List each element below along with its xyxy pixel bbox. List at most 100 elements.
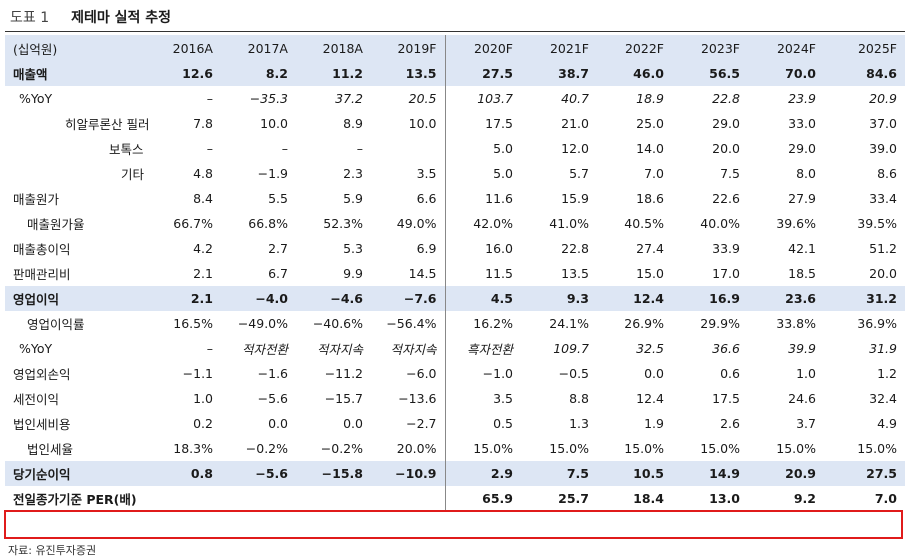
table-cell: 7.0 (644, 166, 664, 181)
table-cell: 5.9 (343, 191, 363, 206)
table-cell: −15.7 (324, 391, 363, 406)
table-cell: −2.7 (406, 416, 437, 431)
table-cell: 4.9 (877, 416, 897, 431)
table-cell: 1.9 (644, 416, 664, 431)
header-row: (십억원) 2016A 2017A 2018A 2019F 2020F 2021… (5, 35, 905, 61)
table-cell: 33.4 (869, 191, 897, 206)
table-cell: 11.2 (296, 61, 371, 86)
table-cell: 1.3 (569, 416, 589, 431)
table-cell: −7.6 (371, 286, 445, 311)
table-cell: 7.5 (720, 166, 740, 181)
table-cell: −5.6 (221, 461, 296, 486)
table-row: 보톡스 – – – 5.0 12.0 14.0 20.0 29.0 39.0 (5, 136, 905, 161)
table-cell: 16.0 (444, 236, 521, 261)
table-cell (221, 486, 296, 511)
table-cell: 46.0 (597, 61, 672, 86)
unit-label: (십억원) (5, 35, 148, 61)
table-cell: 15.0% (624, 441, 664, 456)
table-row: 전일종가기준 PER(배) 65.9 25.7 18.4 13.0 9.2 7.0 (5, 486, 905, 511)
row-label: 매출액 (5, 61, 148, 86)
table-cell: 22.8 (561, 241, 589, 256)
table-cell: 39.5% (857, 216, 897, 231)
row-label: 기타 (121, 167, 145, 182)
table-cell: −6.0 (406, 366, 437, 381)
table-cell: 20.5 (408, 91, 437, 106)
table-cell: 20.0% (396, 441, 437, 456)
earnings-table: (십억원) 2016A 2017A 2018A 2019F 2020F 2021… (5, 35, 905, 511)
table-cell: 18.3% (173, 441, 213, 456)
row-label: 법인세비용 (13, 417, 71, 432)
table-cell: 18.4 (633, 491, 664, 506)
table-cell: 15.0% (776, 441, 816, 456)
table-cell: 5.5 (268, 191, 288, 206)
table-cell: 12.0 (561, 141, 589, 156)
table-cell: 39.6% (776, 216, 816, 231)
table-cell: 11.5 (444, 261, 521, 286)
table-cell: 22.8 (712, 91, 740, 106)
table-cell: 18.9 (636, 91, 664, 106)
table-row: 영업이익 2.1 −4.0 −4.6 −7.6 4.5 9.3 12.4 16.9 23.6 31.… (5, 286, 905, 311)
table-row: 매출액 12.6 8.2 11.2 13.5 27.5 38.7 46.0 56.5 70.0 84… (5, 61, 905, 86)
table-cell: 29.0 (712, 116, 740, 131)
table-cell: −10.9 (371, 461, 445, 486)
table-cell: 1.0 (796, 366, 816, 381)
table-cell: −5.6 (257, 391, 288, 406)
table-cell: 40.7 (561, 91, 589, 106)
table-cell: 0.8 (148, 461, 221, 486)
table-cell: 103.7 (444, 86, 521, 111)
table-cell: 33.8% (776, 316, 816, 331)
table-cell: −35.3 (249, 91, 288, 106)
table-cell: 26.9% (624, 316, 664, 331)
table-cell: 10.0 (260, 116, 288, 131)
per-row-highlight (4, 510, 903, 539)
table-cell: 42.1 (788, 241, 816, 256)
table-cell: 15.0% (444, 436, 521, 461)
table-cell: 20.0 (712, 141, 740, 156)
table-cell: 33.0 (788, 116, 816, 131)
table-cell: −1.6 (257, 366, 288, 381)
table-cell: 20.9 (869, 91, 897, 106)
table-cell: 14.0 (636, 141, 664, 156)
table-cell: 0.0 (268, 416, 288, 431)
table-cell: 7.0 (874, 491, 897, 506)
table-row: 법인세비용 0.2 0.0 0.0 −2.7 0.5 1.3 1.9 2.6 3.7 4.9 (5, 411, 905, 436)
table-cell: 6.7 (268, 266, 288, 281)
table-cell: 16.2% (444, 311, 521, 336)
table-cell: 29.0 (788, 141, 816, 156)
table-row: 매출총이익 4.2 2.7 5.3 6.9 16.0 22.8 27.4 33.9 42.1 51.… (5, 236, 905, 261)
table-cell: 20.9 (748, 461, 824, 486)
row-label: %YoY (19, 91, 53, 106)
table-cell: 3.7 (796, 416, 816, 431)
table-cell: 32.4 (869, 391, 897, 406)
table-row: 매출원가 8.4 5.5 5.9 6.6 11.6 15.9 18.6 22.6 27.9 33.4 (5, 186, 905, 211)
table-cell: – (356, 141, 363, 156)
table-cell: 14.5 (408, 266, 437, 281)
table-cell: 7.5 (521, 461, 597, 486)
table-cell: −0.2% (245, 441, 288, 456)
table-cell (148, 486, 221, 511)
table-cell: 31.2 (824, 286, 905, 311)
table-cell: 4.2 (193, 241, 213, 256)
table-cell: – (206, 91, 213, 106)
table-cell: 25.0 (636, 116, 664, 131)
table-cell: 20.0 (869, 266, 897, 281)
table-cell: 12.4 (597, 286, 672, 311)
table-cell: 9.2 (793, 491, 816, 506)
table-cell: 9.3 (521, 286, 597, 311)
table-cell: 5.0 (444, 136, 521, 161)
table-cell: 12.4 (636, 391, 664, 406)
row-label: %YoY (19, 341, 53, 356)
table-cell: 6.6 (416, 191, 437, 206)
table-cell: 4.8 (193, 166, 213, 181)
table-cell: 16.9 (672, 286, 748, 311)
table-cell: 1.0 (193, 391, 213, 406)
table-cell: 9.9 (343, 266, 363, 281)
row-label: 매출총이익 (13, 242, 71, 257)
table-cell: 8.8 (569, 391, 589, 406)
row-label: 영업이익 (5, 286, 148, 311)
table-cell: 42.0% (444, 211, 521, 236)
table-cell: 6.9 (416, 241, 437, 256)
table-cell: – (206, 341, 213, 356)
table-cell: 37.2 (335, 91, 363, 106)
table-cell: 2.9 (444, 461, 521, 486)
